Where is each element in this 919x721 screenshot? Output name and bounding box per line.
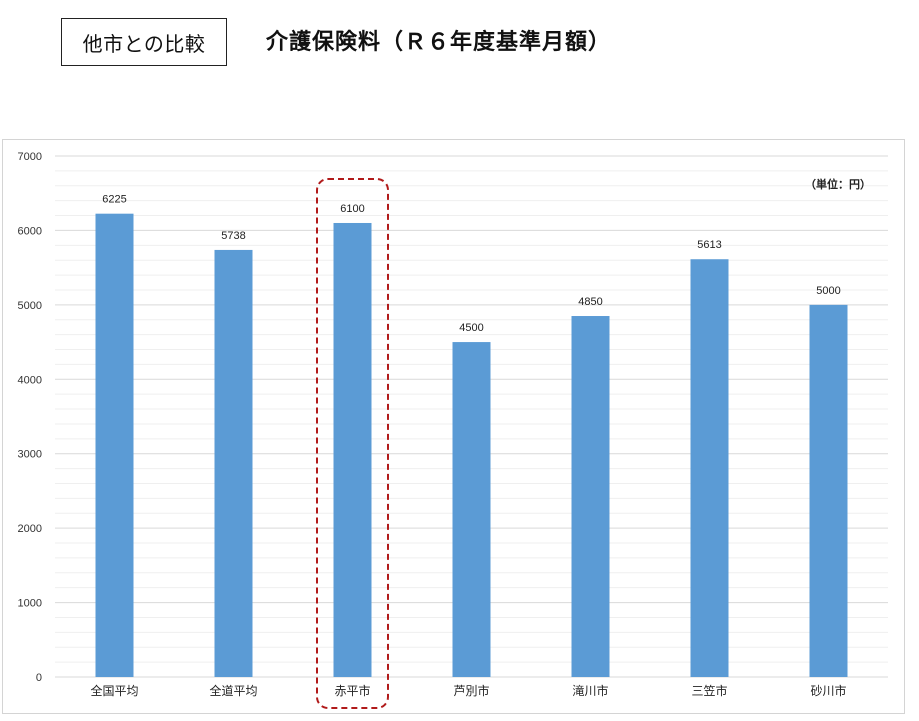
bar (452, 342, 491, 677)
comparison-label: 他市との比較 (82, 31, 206, 56)
data-label: 4500 (459, 322, 483, 334)
x-tick-label: 砂川市 (810, 683, 846, 698)
x-tick-label: 滝川市 (572, 683, 608, 698)
data-label: 5738 (221, 230, 245, 242)
y-tick-label: 3000 (18, 449, 42, 461)
bar (571, 316, 610, 677)
x-tick-label: 全道平均 (209, 683, 257, 698)
bar (809, 304, 848, 677)
x-tick-label: 全国平均 (90, 683, 138, 698)
unit-label: （単位：円） (805, 178, 871, 191)
y-tick-label: 1000 (18, 598, 42, 610)
data-label: 5613 (697, 239, 721, 251)
y-tick-label: 6000 (18, 225, 42, 237)
x-tick-label: 赤平市 (334, 683, 370, 698)
y-tick-label: 0 (36, 672, 42, 684)
y-tick-label: 4000 (18, 374, 42, 386)
bar (690, 259, 729, 677)
page-title: 介護保険料（Ｒ６年度基準月額） (266, 30, 612, 55)
y-tick-label: 5000 (18, 300, 42, 312)
data-label: 5000 (816, 285, 840, 297)
chart-frame (2, 139, 905, 714)
bar (333, 222, 372, 677)
y-tick-label: 7000 (18, 151, 42, 163)
bar (214, 249, 253, 677)
comparison-label-box: 他市との比較 (61, 18, 227, 66)
bar (95, 213, 134, 678)
x-tick-label: 芦別市 (453, 683, 489, 698)
x-tick-label: 三笠市 (691, 683, 727, 698)
highlight-box (316, 178, 389, 709)
data-label: 4850 (578, 296, 602, 308)
data-label: 6225 (102, 194, 126, 206)
data-label: 6100 (340, 203, 364, 215)
y-tick-label: 2000 (18, 523, 42, 535)
